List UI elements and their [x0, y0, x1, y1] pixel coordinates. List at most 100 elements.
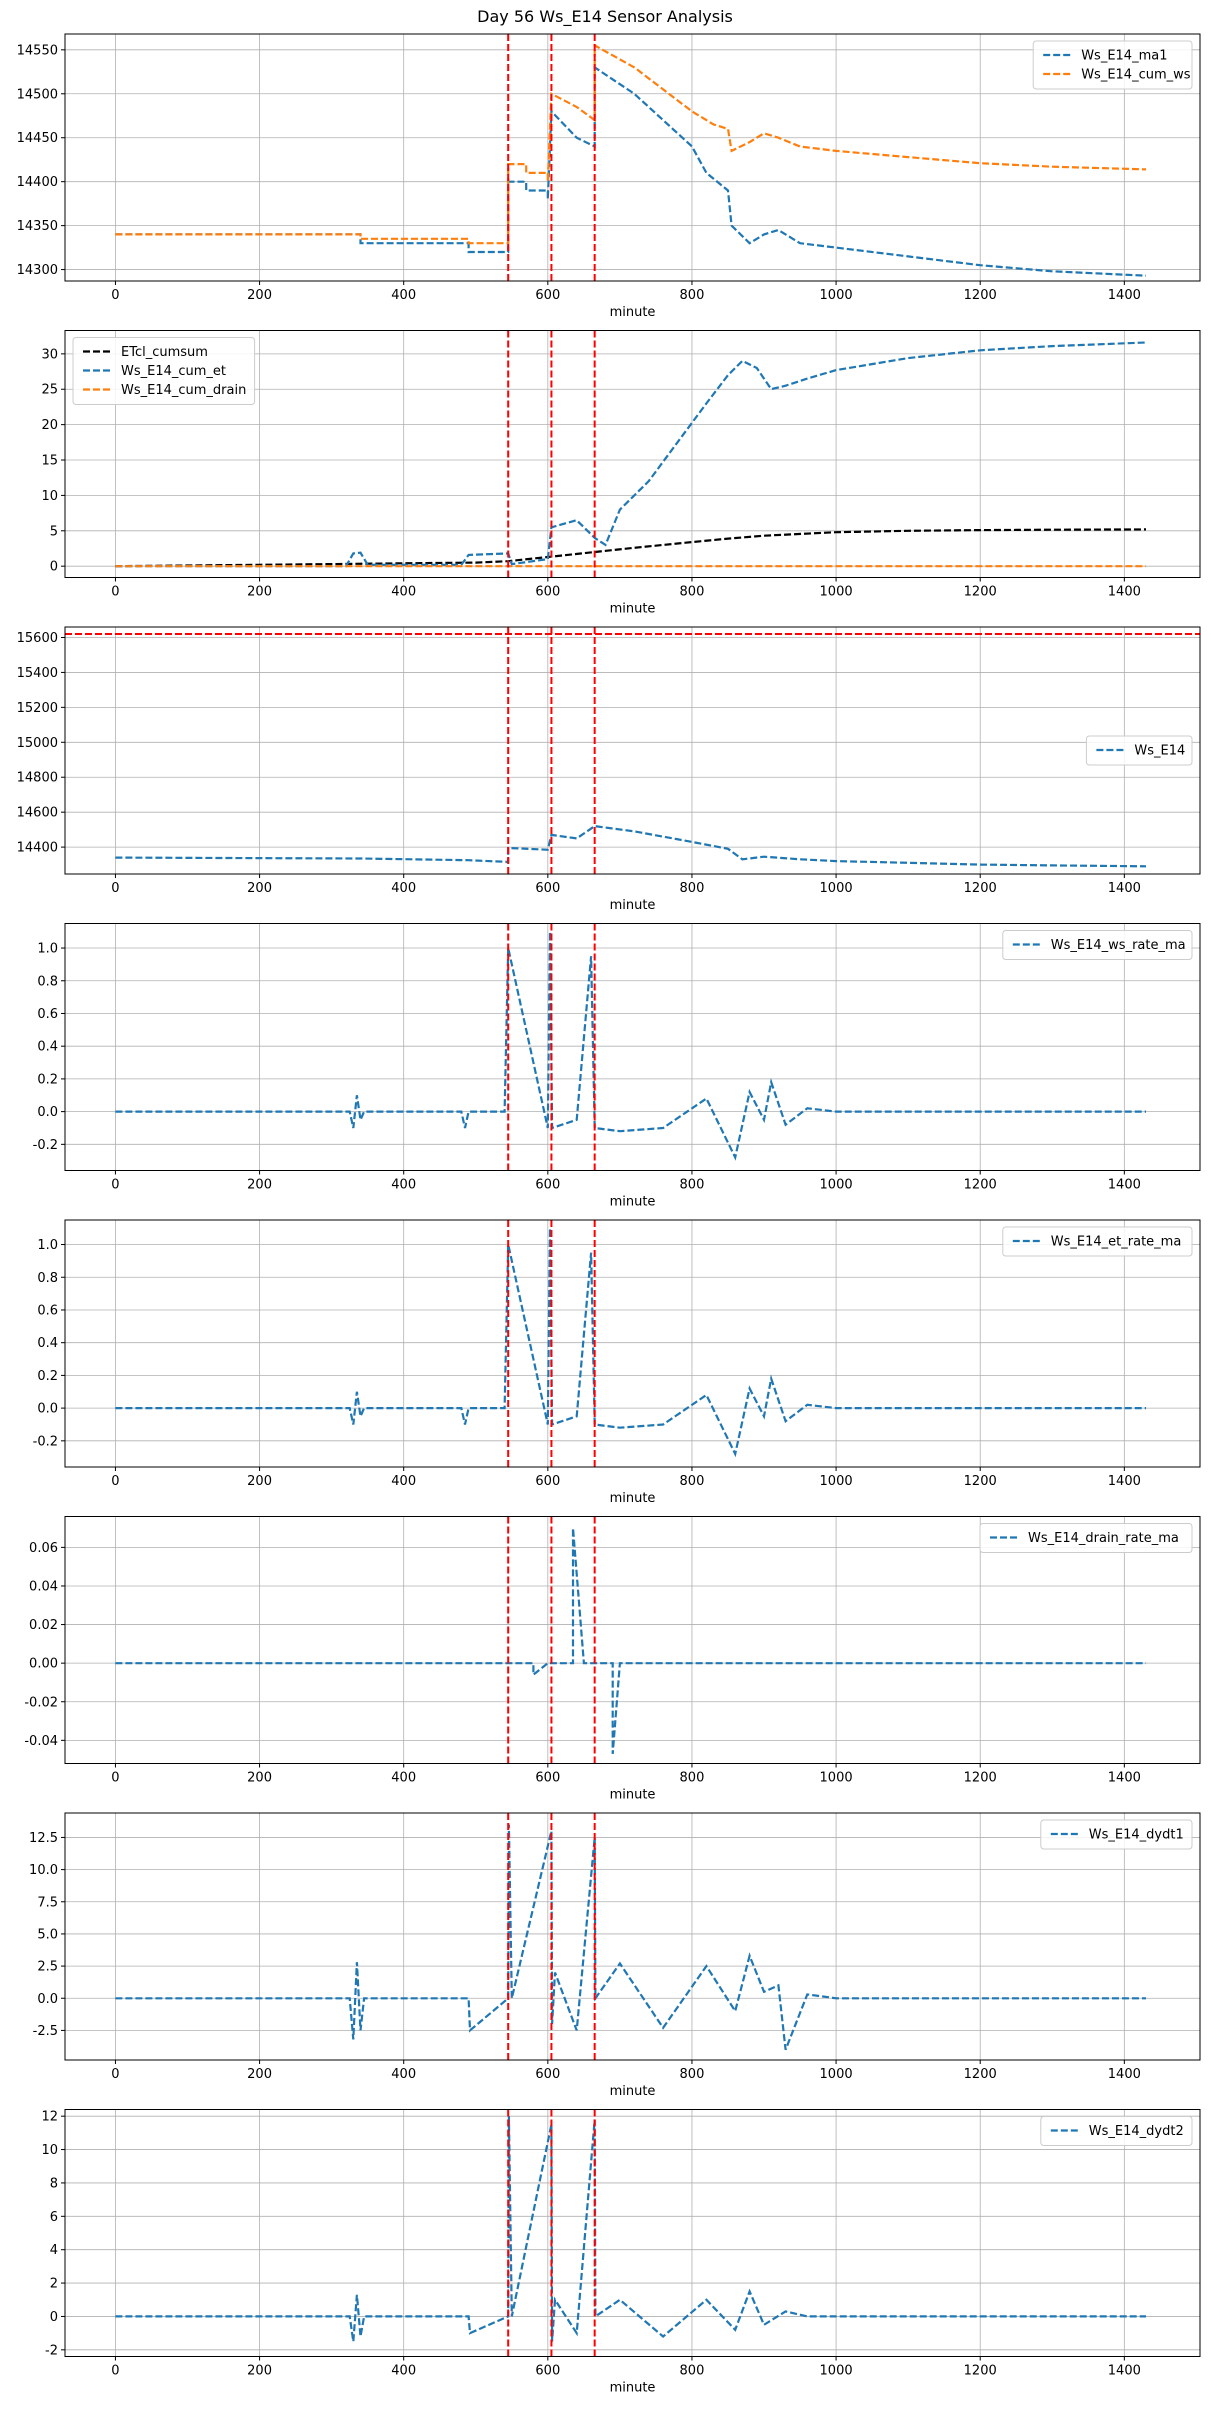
- y-tick-label: 0: [50, 560, 58, 575]
- x-tick-label: 1400: [1108, 585, 1141, 600]
- y-tick-label: 12: [41, 2110, 58, 2125]
- axes-frame: [64, 923, 1201, 1171]
- y-tick-label: 14500: [17, 87, 58, 102]
- y-tick-label: 15400: [17, 666, 58, 681]
- legend-box: [1040, 2116, 1193, 2146]
- x-tick-label: 600: [535, 1178, 560, 1193]
- x-tick-label: 800: [680, 1474, 705, 1489]
- x-tick-label: 1400: [1108, 288, 1141, 303]
- x-tick-label: 800: [680, 881, 705, 896]
- x-tick-label: 1000: [820, 1178, 853, 1193]
- subplot-2: 0 200 400 600 800 1000 1200 1400 0 5 10 15 20 25 30 min…: [41, 330, 1201, 617]
- data-layer: [115, 34, 1147, 281]
- y-tick-label: 0.6: [37, 1303, 58, 1318]
- y-tick-label: 0.2: [37, 1369, 58, 1384]
- legend-box: [1032, 40, 1193, 90]
- data-layer: [65, 627, 1200, 874]
- legend-label: Ws_E14: [1134, 744, 1185, 759]
- axes-frame: [64, 626, 1201, 875]
- y-tick-label: 8: [50, 2176, 58, 2191]
- x-tick-label: 200: [247, 881, 272, 896]
- x-tick-label: 400: [391, 1474, 416, 1489]
- x-tick-label: 1000: [820, 585, 853, 600]
- y-tick-label: 4: [50, 2243, 58, 2258]
- x-tick-label: 600: [535, 2067, 560, 2082]
- subplot-6: 0 200 400 600 800 1000 1200 1400 -0.04 -0.02 0.00 0…: [24, 1516, 1201, 1803]
- y-tick-label: 6: [50, 2210, 58, 2225]
- series-line-ws-e14-dydt1: [115, 1824, 1146, 2051]
- y-tick-label: 10: [41, 489, 58, 504]
- x-tick-label: 1000: [820, 288, 853, 303]
- y-tick-label: 15600: [17, 631, 58, 646]
- x-tick-label: 1200: [964, 1771, 997, 1786]
- axes-frame: [64, 1516, 1201, 1764]
- x-tick-label: 0: [111, 585, 119, 600]
- y-tick-label: 20: [41, 418, 58, 433]
- data-layer: [115, 2109, 1146, 2357]
- x-tick-label: 600: [535, 881, 560, 896]
- figure-title: Day 56 Ws_E14 Sensor Analysis: [477, 7, 733, 27]
- y-tick-label: 1.0: [37, 942, 58, 957]
- x-tick-label: 400: [391, 2067, 416, 2082]
- legend: Ws_E14_drain_rate_ma: [979, 1523, 1193, 1553]
- x-tick-label: 1000: [820, 1771, 853, 1786]
- x-tick-label: 200: [247, 1178, 272, 1193]
- y-tick-label: 12.5: [29, 1831, 58, 1846]
- y-tick-label: 2: [50, 2277, 58, 2292]
- x-axis-label: minute: [610, 1195, 656, 1210]
- y-tick-label: 2.5: [37, 1960, 58, 1975]
- x-tick-label: 0: [111, 1771, 119, 1786]
- x-tick-label: 600: [535, 1474, 560, 1489]
- y-tick-label: 15: [41, 454, 58, 469]
- subplot-5: 0 200 400 600 800 1000 1200 1400 -0.2 0.0 0.2 0.4 0.…: [33, 1219, 1201, 1506]
- y-tick-label: -0.2: [33, 1434, 58, 1449]
- y-tick-label: 25: [41, 383, 58, 398]
- y-tick-label: 14400: [17, 175, 58, 190]
- y-tick-label: 0.8: [37, 974, 58, 989]
- y-tick-label: 10: [41, 2143, 58, 2158]
- x-tick-label: 1000: [820, 2364, 853, 2379]
- data-layer: [115, 923, 1146, 1171]
- legend-label: Ws_E14_cum_ws: [1081, 68, 1191, 83]
- series-line-ws-e14-cum-ws: [115, 43, 1147, 245]
- x-tick-label: 600: [535, 1771, 560, 1786]
- x-tick-label: 400: [391, 1771, 416, 1786]
- x-tick-label: 600: [535, 288, 560, 303]
- x-tick-label: 600: [535, 585, 560, 600]
- series-line-ws-e14-drain-rate-ma: [115, 1528, 1146, 1754]
- legend-box: [1040, 1819, 1193, 1850]
- legend: Ws_E14: [1085, 735, 1193, 766]
- x-tick-label: 1400: [1108, 2067, 1141, 2082]
- series-line-ws-e14-cum-et: [115, 341, 1147, 568]
- x-tick-label: 400: [391, 1178, 416, 1193]
- x-axis-label: minute: [610, 305, 656, 320]
- y-tick-label: 0.6: [37, 1007, 58, 1022]
- x-tick-label: 0: [111, 1178, 119, 1193]
- y-tick-label: 14300: [17, 263, 58, 278]
- data-layer: [115, 330, 1147, 578]
- subplot-3: 0 200 400 600 800 1000 1200 1400 14400 14600 14800…: [17, 626, 1201, 913]
- x-tick-label: 400: [391, 2364, 416, 2379]
- x-tick-label: 200: [247, 2067, 272, 2082]
- legend-label: Ws_E14_drain_rate_ma: [1028, 1531, 1179, 1546]
- axes-frame: [64, 2109, 1201, 2357]
- axes-frame: [64, 1812, 1201, 2061]
- y-tick-label: 1.0: [37, 1238, 58, 1253]
- legend: Ws_E14_et_rate_ma: [1002, 1226, 1193, 1257]
- y-tick-label: 14550: [17, 43, 58, 58]
- legend-label: Ws_E14_et_rate_ma: [1051, 1235, 1182, 1250]
- legend: Ws_E14_dydt2: [1040, 2116, 1193, 2146]
- data-layer: [115, 1813, 1146, 2060]
- y-tick-label: 0.2: [37, 1072, 58, 1087]
- x-tick-label: 1200: [964, 1474, 997, 1489]
- legend: Ws_E14_dydt1: [1040, 1819, 1193, 1850]
- y-tick-label: 0.0: [37, 1402, 58, 1417]
- legend-box: [1002, 1226, 1193, 1257]
- x-tick-label: 800: [680, 2067, 705, 2082]
- y-tick-label: 15000: [17, 736, 58, 751]
- y-tick-label: 14800: [17, 771, 58, 786]
- y-tick-label: 14450: [17, 131, 58, 146]
- y-tick-label: 0.02: [29, 1618, 58, 1633]
- x-tick-label: 200: [247, 1474, 272, 1489]
